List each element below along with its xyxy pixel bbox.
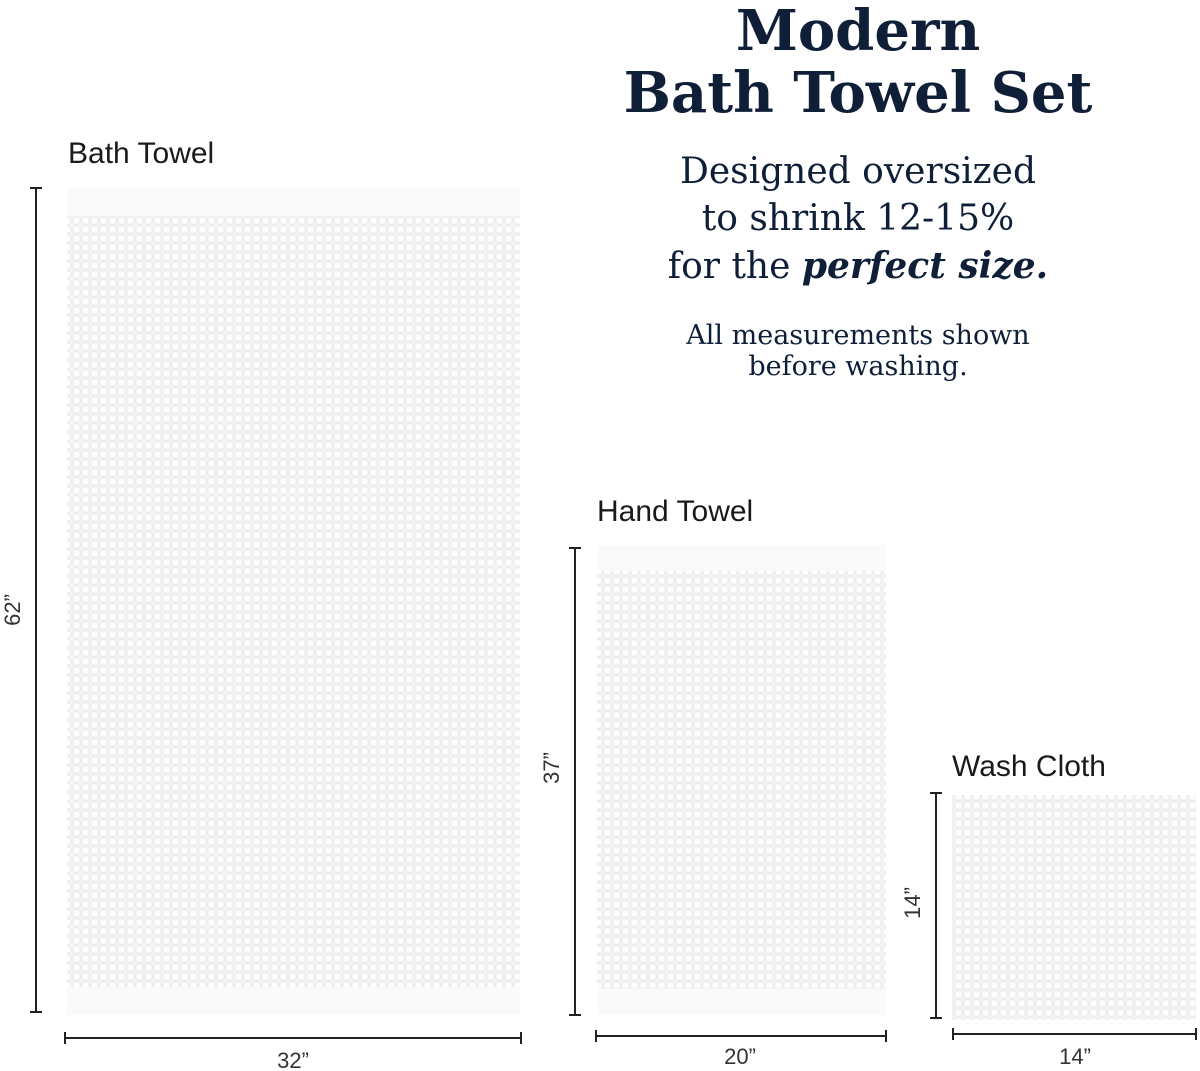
title: Modern bbox=[736, 0, 980, 64]
towel-name: Bath Towel bbox=[68, 137, 214, 170]
towel-name: Hand Towel bbox=[597, 495, 753, 528]
note: All measurements shown bbox=[685, 320, 1029, 351]
width-label: 32” bbox=[277, 1048, 309, 1071]
title: Bath Towel Set bbox=[624, 60, 1093, 126]
towel-band bbox=[597, 545, 886, 571]
width-label: 20” bbox=[724, 1044, 756, 1069]
tagline: for the perfect size. bbox=[668, 245, 1048, 287]
note: before washing. bbox=[748, 351, 967, 382]
height-label: 62” bbox=[0, 594, 25, 626]
towel bbox=[952, 795, 1196, 1020]
tagline-emphasis: perfect size. bbox=[802, 245, 1048, 287]
height-label: 14” bbox=[900, 887, 925, 919]
tagline: to shrink 12-15% bbox=[702, 198, 1014, 239]
towel bbox=[597, 545, 886, 1015]
towel-band bbox=[67, 987, 520, 1015]
width-label: 14” bbox=[1059, 1044, 1091, 1069]
towel-band bbox=[597, 989, 886, 1015]
towel bbox=[67, 188, 520, 1015]
towel-band bbox=[67, 188, 520, 216]
height-label: 37” bbox=[539, 752, 564, 784]
tagline: Designed oversized bbox=[680, 151, 1036, 192]
towel-name: Wash Cloth bbox=[952, 750, 1106, 783]
tagline-start: for the bbox=[668, 246, 791, 287]
